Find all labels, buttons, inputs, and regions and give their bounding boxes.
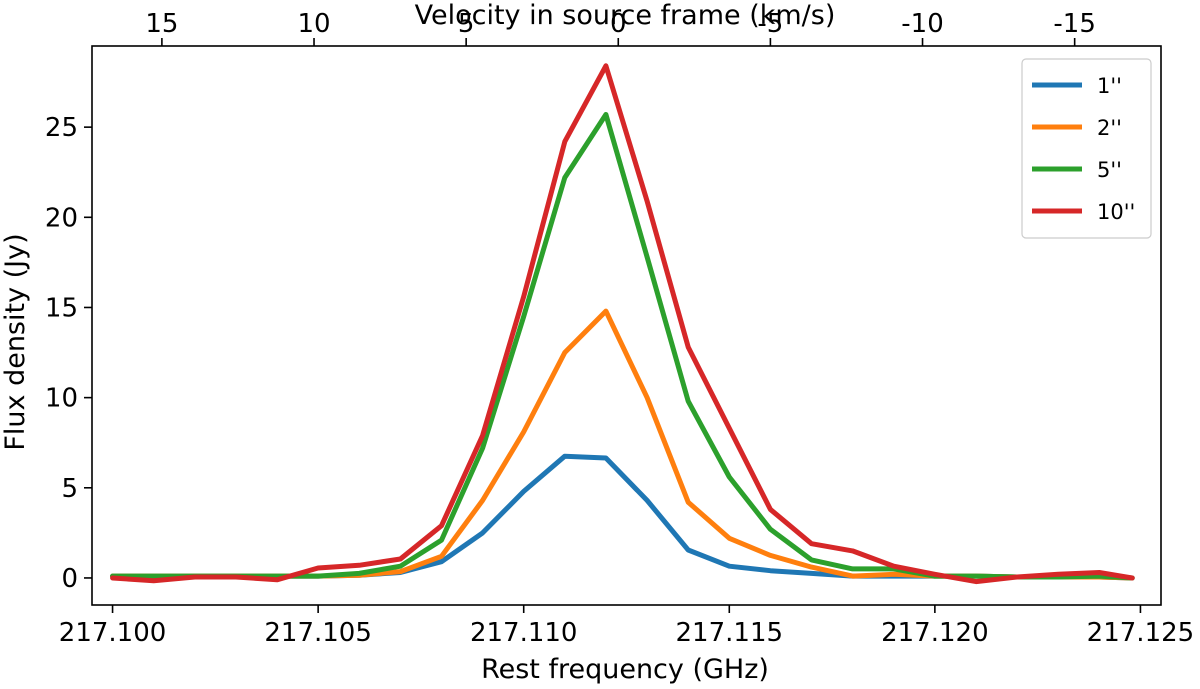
- plot-frame: [91, 45, 1162, 606]
- y-tick-label: 20: [45, 203, 78, 233]
- y-tick-label: 0: [61, 564, 78, 594]
- legend-box: [1021, 58, 1152, 239]
- x-tick-label: 217.115: [676, 618, 784, 648]
- legend-label-0: 1'': [1097, 74, 1122, 98]
- x-tick-label: 217.100: [59, 618, 167, 648]
- top-tick-label: -15: [1053, 9, 1095, 39]
- legend-label-1: 2'': [1097, 116, 1122, 140]
- ticks-layer: 217.100 217.105 217.110 217.115 217.120 217.1…: [45, 9, 1194, 648]
- x-axis-title: Rest frequency (GHz): [481, 654, 769, 685]
- y-tick-label: 5: [61, 474, 78, 504]
- series-line-0: [110, 453, 1135, 581]
- legend-label-3: 10'': [1097, 200, 1135, 224]
- top-tick-label: 15: [145, 9, 178, 39]
- x-tick-label: 217.105: [264, 618, 372, 648]
- series-line-1: [110, 308, 1135, 581]
- top-tick-label: -10: [901, 9, 943, 39]
- top-tick-label: -5: [757, 9, 783, 39]
- y-tick-label: 15: [45, 293, 78, 323]
- top-axis-title: Velocity in source frame (km/s): [415, 0, 836, 31]
- top-tick-label: 5: [458, 9, 475, 39]
- top-tick-label: 0: [610, 9, 627, 39]
- series-line-3: [110, 63, 1135, 585]
- y-axis-title: Flux density (Jy): [0, 233, 31, 450]
- series-layer: [110, 63, 1135, 585]
- legend-label-2: 5'': [1097, 158, 1122, 182]
- legend: 1'' 2'' 5'' 10'': [1021, 58, 1152, 239]
- x-tick-label: 217.110: [470, 618, 578, 648]
- y-tick-label: 25: [45, 113, 78, 143]
- x-tick-label: 217.125: [1087, 618, 1195, 648]
- y-tick-label: 10: [45, 384, 78, 414]
- x-tick-label: 217.120: [881, 618, 989, 648]
- top-tick-label: 10: [297, 9, 330, 39]
